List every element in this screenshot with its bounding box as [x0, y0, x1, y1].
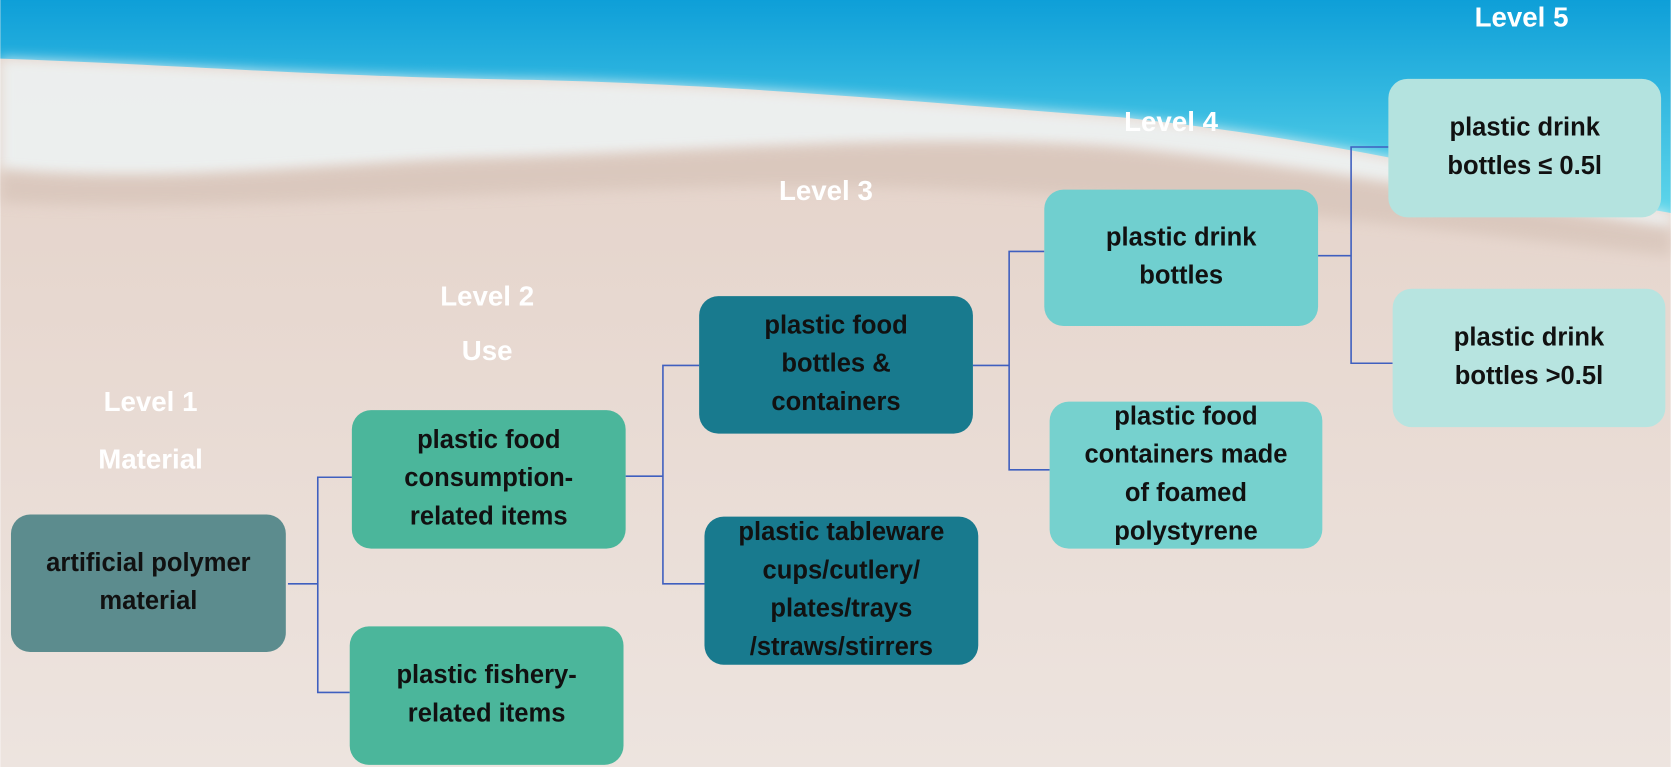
node: artificial polymer material	[11, 515, 286, 652]
level-label: Material	[98, 444, 203, 475]
node-label: cups/cutlery/	[763, 556, 921, 584]
node-label: artificial polymer	[46, 549, 251, 577]
node-box	[1044, 190, 1318, 326]
level-label: Level 5	[1475, 1, 1569, 32]
node: plastic drink bottles >0.5l	[1393, 289, 1666, 427]
node-label: plastic food	[417, 426, 560, 454]
node-label: related items	[408, 700, 566, 728]
node-label: bottles >0.5l	[1455, 362, 1603, 390]
level-label: Level 4	[1124, 106, 1218, 137]
node-label: consumption-	[404, 464, 573, 492]
level-label: Level 3	[779, 175, 873, 206]
diagram: Level 1 Material Level 2 Use Level 3 Level 4 L…	[0, 0, 1671, 767]
node: plastic tableware cups/cutlery/plates/tra…	[704, 517, 978, 665]
level-label: Level 2	[440, 281, 534, 312]
node-label: containers made	[1084, 441, 1287, 469]
page: Level 1 Material Level 2 Use Level 3 Level 4 L…	[0, 0, 1671, 767]
node-label: related items	[410, 502, 568, 530]
node-label: plastic drink	[1106, 223, 1257, 251]
node-label: bottles &	[781, 350, 890, 378]
level-label: Level 1	[104, 386, 198, 417]
node: plastic drink bottles	[1044, 190, 1318, 326]
node-label: plastic food	[1114, 402, 1257, 430]
node: plastic drink bottles ≤ 0.5l	[1388, 79, 1661, 217]
node-label: plastic food	[764, 311, 907, 339]
node-label: containers	[771, 388, 900, 416]
node-label: plastic drink	[1454, 324, 1605, 352]
node-label: plastic drink	[1449, 114, 1600, 142]
node-label: bottles ≤ 0.5l	[1447, 152, 1602, 180]
node-label: bottles	[1139, 262, 1223, 290]
node-label: plates/trays	[770, 595, 912, 623]
node: plastic food containers made of foamed poly…	[1050, 402, 1323, 549]
node-label: plastic fishery-	[396, 661, 576, 689]
node-box	[11, 515, 286, 652]
node-label: of foamed	[1125, 479, 1247, 507]
node-box	[350, 626, 624, 764]
node: plastic food consumption-related items	[352, 410, 626, 548]
node-label: /straws/stirrers	[750, 633, 933, 661]
node: plastic fishery-related items	[350, 626, 624, 764]
node-box	[1393, 289, 1666, 427]
node-box	[1388, 79, 1661, 217]
node: plastic food bottles & containers	[699, 296, 973, 433]
node-label: material	[99, 587, 197, 615]
node-label: plastic tableware	[738, 518, 944, 546]
node-label: polystyrene	[1114, 517, 1257, 545]
level-label: Use	[462, 335, 513, 366]
